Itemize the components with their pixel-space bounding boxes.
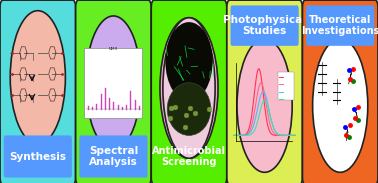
Ellipse shape [167, 83, 211, 135]
FancyBboxPatch shape [79, 135, 147, 178]
Ellipse shape [166, 22, 212, 101]
FancyBboxPatch shape [231, 5, 299, 46]
Circle shape [86, 16, 141, 150]
FancyBboxPatch shape [151, 0, 227, 183]
FancyBboxPatch shape [76, 0, 151, 183]
Circle shape [237, 39, 292, 172]
Text: Photophysical
Studies: Photophysical Studies [223, 15, 306, 36]
Bar [84, 48, 143, 118]
FancyBboxPatch shape [155, 135, 223, 178]
FancyBboxPatch shape [306, 5, 374, 46]
FancyBboxPatch shape [302, 0, 378, 183]
Bar [278, 72, 294, 100]
Text: Theoretical
Investigations: Theoretical Investigations [301, 15, 378, 36]
FancyBboxPatch shape [227, 0, 302, 183]
Text: Antimicrobial
Screening: Antimicrobial Screening [152, 146, 226, 167]
Circle shape [10, 11, 65, 144]
Text: NMR: NMR [109, 47, 118, 51]
Circle shape [160, 18, 218, 158]
FancyBboxPatch shape [0, 0, 76, 183]
Text: Spectral
Analysis: Spectral Analysis [89, 146, 138, 167]
Ellipse shape [163, 18, 215, 158]
Circle shape [313, 39, 368, 172]
Text: Synthesis: Synthesis [9, 152, 66, 162]
FancyBboxPatch shape [4, 135, 72, 178]
